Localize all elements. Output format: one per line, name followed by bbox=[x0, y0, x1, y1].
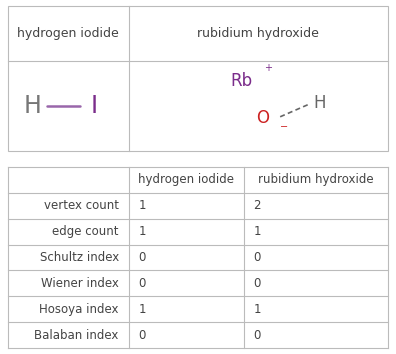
Text: 1: 1 bbox=[139, 199, 146, 212]
Text: rubidium hydroxide: rubidium hydroxide bbox=[198, 27, 319, 40]
Text: 0: 0 bbox=[253, 251, 261, 264]
Text: 0: 0 bbox=[139, 277, 146, 290]
Text: H: H bbox=[314, 94, 326, 112]
Text: 0: 0 bbox=[139, 251, 146, 264]
Text: 0: 0 bbox=[253, 329, 261, 342]
Text: hydrogen iodide: hydrogen iodide bbox=[138, 173, 234, 186]
Text: I: I bbox=[91, 94, 97, 118]
Text: Rb: Rb bbox=[231, 72, 253, 90]
Text: Hosoya index: Hosoya index bbox=[39, 303, 119, 316]
Text: Balaban index: Balaban index bbox=[34, 329, 119, 342]
Text: vertex count: vertex count bbox=[44, 199, 119, 212]
Text: 1: 1 bbox=[139, 225, 146, 238]
Text: edge count: edge count bbox=[52, 225, 119, 238]
Text: H: H bbox=[24, 94, 42, 118]
Text: 1: 1 bbox=[253, 303, 261, 316]
Text: hydrogen iodide: hydrogen iodide bbox=[17, 27, 119, 40]
Text: Schultz index: Schultz index bbox=[40, 251, 119, 264]
Text: +: + bbox=[265, 63, 272, 73]
Text: −: − bbox=[280, 122, 288, 132]
Text: 0: 0 bbox=[253, 277, 261, 290]
Text: 1: 1 bbox=[253, 225, 261, 238]
Text: 1: 1 bbox=[139, 303, 146, 316]
Text: rubidium hydroxide: rubidium hydroxide bbox=[258, 173, 373, 186]
Text: 0: 0 bbox=[139, 329, 146, 342]
Text: O: O bbox=[256, 109, 269, 127]
Text: Wiener index: Wiener index bbox=[41, 277, 119, 290]
Text: 2: 2 bbox=[253, 199, 261, 212]
